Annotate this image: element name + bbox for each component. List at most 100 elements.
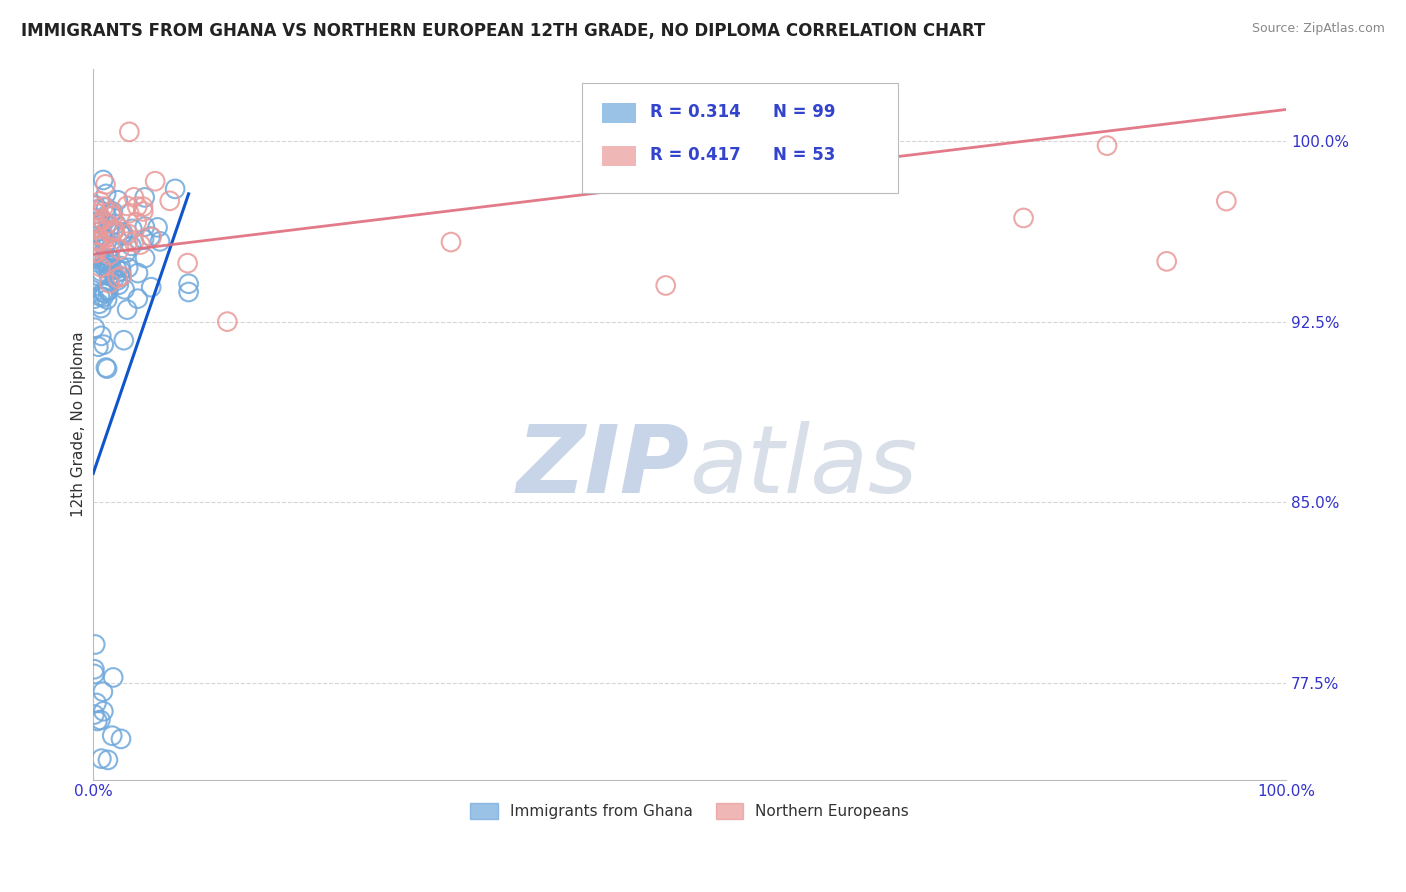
Point <box>97 217 120 231</box>
Point <box>83 246 105 260</box>
Point <box>83 244 105 258</box>
Text: N = 53: N = 53 <box>773 145 835 163</box>
Point <box>118 125 141 139</box>
Point <box>90 751 112 765</box>
Point <box>108 243 131 257</box>
Point <box>84 215 107 229</box>
Point <box>105 262 128 277</box>
Point <box>83 292 105 306</box>
Point <box>177 277 200 291</box>
Point <box>93 704 115 718</box>
Point <box>98 277 121 291</box>
Point <box>89 297 111 311</box>
Point <box>90 264 112 278</box>
Point <box>89 269 111 284</box>
Point <box>83 707 105 722</box>
Point <box>90 301 112 315</box>
Point <box>91 173 114 187</box>
Point <box>110 264 132 278</box>
Point <box>89 713 111 727</box>
Point <box>101 262 124 277</box>
Point <box>84 638 107 652</box>
Point <box>90 329 112 343</box>
Point <box>86 225 108 239</box>
Point <box>86 714 108 728</box>
Point <box>141 230 163 244</box>
Point <box>93 200 115 214</box>
Point <box>139 229 162 244</box>
Point <box>98 261 121 276</box>
Point <box>103 223 125 237</box>
Point <box>146 220 169 235</box>
Point <box>83 235 105 249</box>
Point <box>96 361 118 376</box>
Point <box>83 662 105 676</box>
Point <box>107 193 129 207</box>
Point <box>93 286 115 301</box>
Point <box>89 267 111 281</box>
Point <box>111 228 134 243</box>
Point <box>159 194 181 208</box>
Point <box>117 260 139 275</box>
Point <box>104 270 127 285</box>
Point <box>114 246 136 260</box>
Point <box>118 206 141 220</box>
Point <box>84 245 107 260</box>
Point <box>127 200 149 214</box>
Point <box>98 248 121 262</box>
Point <box>94 257 117 271</box>
Point <box>132 232 155 246</box>
Point <box>91 228 114 243</box>
Point <box>96 208 118 222</box>
Point <box>97 283 120 297</box>
Point <box>96 235 118 249</box>
Text: R = 0.417: R = 0.417 <box>650 145 741 163</box>
Point <box>93 229 115 244</box>
Point <box>101 204 124 219</box>
Point <box>93 337 115 351</box>
Point <box>654 278 676 293</box>
Text: IMMIGRANTS FROM GHANA VS NORTHERN EUROPEAN 12TH GRADE, NO DIPLOMA CORRELATION CH: IMMIGRANTS FROM GHANA VS NORTHERN EUROPE… <box>21 22 986 40</box>
Point <box>91 213 114 227</box>
Point <box>93 252 115 266</box>
Point <box>107 271 129 285</box>
Text: atlas: atlas <box>689 421 918 512</box>
Point <box>91 684 114 698</box>
Point <box>83 320 105 334</box>
Point <box>115 302 138 317</box>
Point <box>87 256 110 270</box>
Point <box>89 289 111 303</box>
Point <box>141 280 163 294</box>
Point <box>86 220 108 235</box>
Point <box>110 269 132 284</box>
Point <box>89 235 111 249</box>
Point <box>1156 254 1178 268</box>
Point <box>127 266 149 280</box>
Point <box>120 239 142 253</box>
Point <box>91 213 114 227</box>
Point <box>858 158 880 172</box>
Point <box>110 731 132 746</box>
Point <box>98 219 121 234</box>
Point <box>98 225 121 239</box>
Point <box>89 194 111 209</box>
Point <box>738 169 761 184</box>
FancyBboxPatch shape <box>603 103 636 123</box>
Point <box>143 174 166 188</box>
Point <box>90 260 112 274</box>
Point <box>101 729 124 743</box>
Y-axis label: 12th Grade, No Diploma: 12th Grade, No Diploma <box>72 331 86 516</box>
Point <box>94 201 117 215</box>
Point <box>117 227 139 241</box>
Point <box>165 182 187 196</box>
Point <box>96 255 118 269</box>
Text: ZIP: ZIP <box>516 421 689 513</box>
Point <box>87 240 110 254</box>
Point <box>149 235 172 249</box>
Point <box>100 240 122 254</box>
Point <box>176 256 198 270</box>
Point <box>134 219 156 234</box>
Point <box>91 285 114 299</box>
Point <box>112 333 135 347</box>
Point <box>117 235 139 249</box>
